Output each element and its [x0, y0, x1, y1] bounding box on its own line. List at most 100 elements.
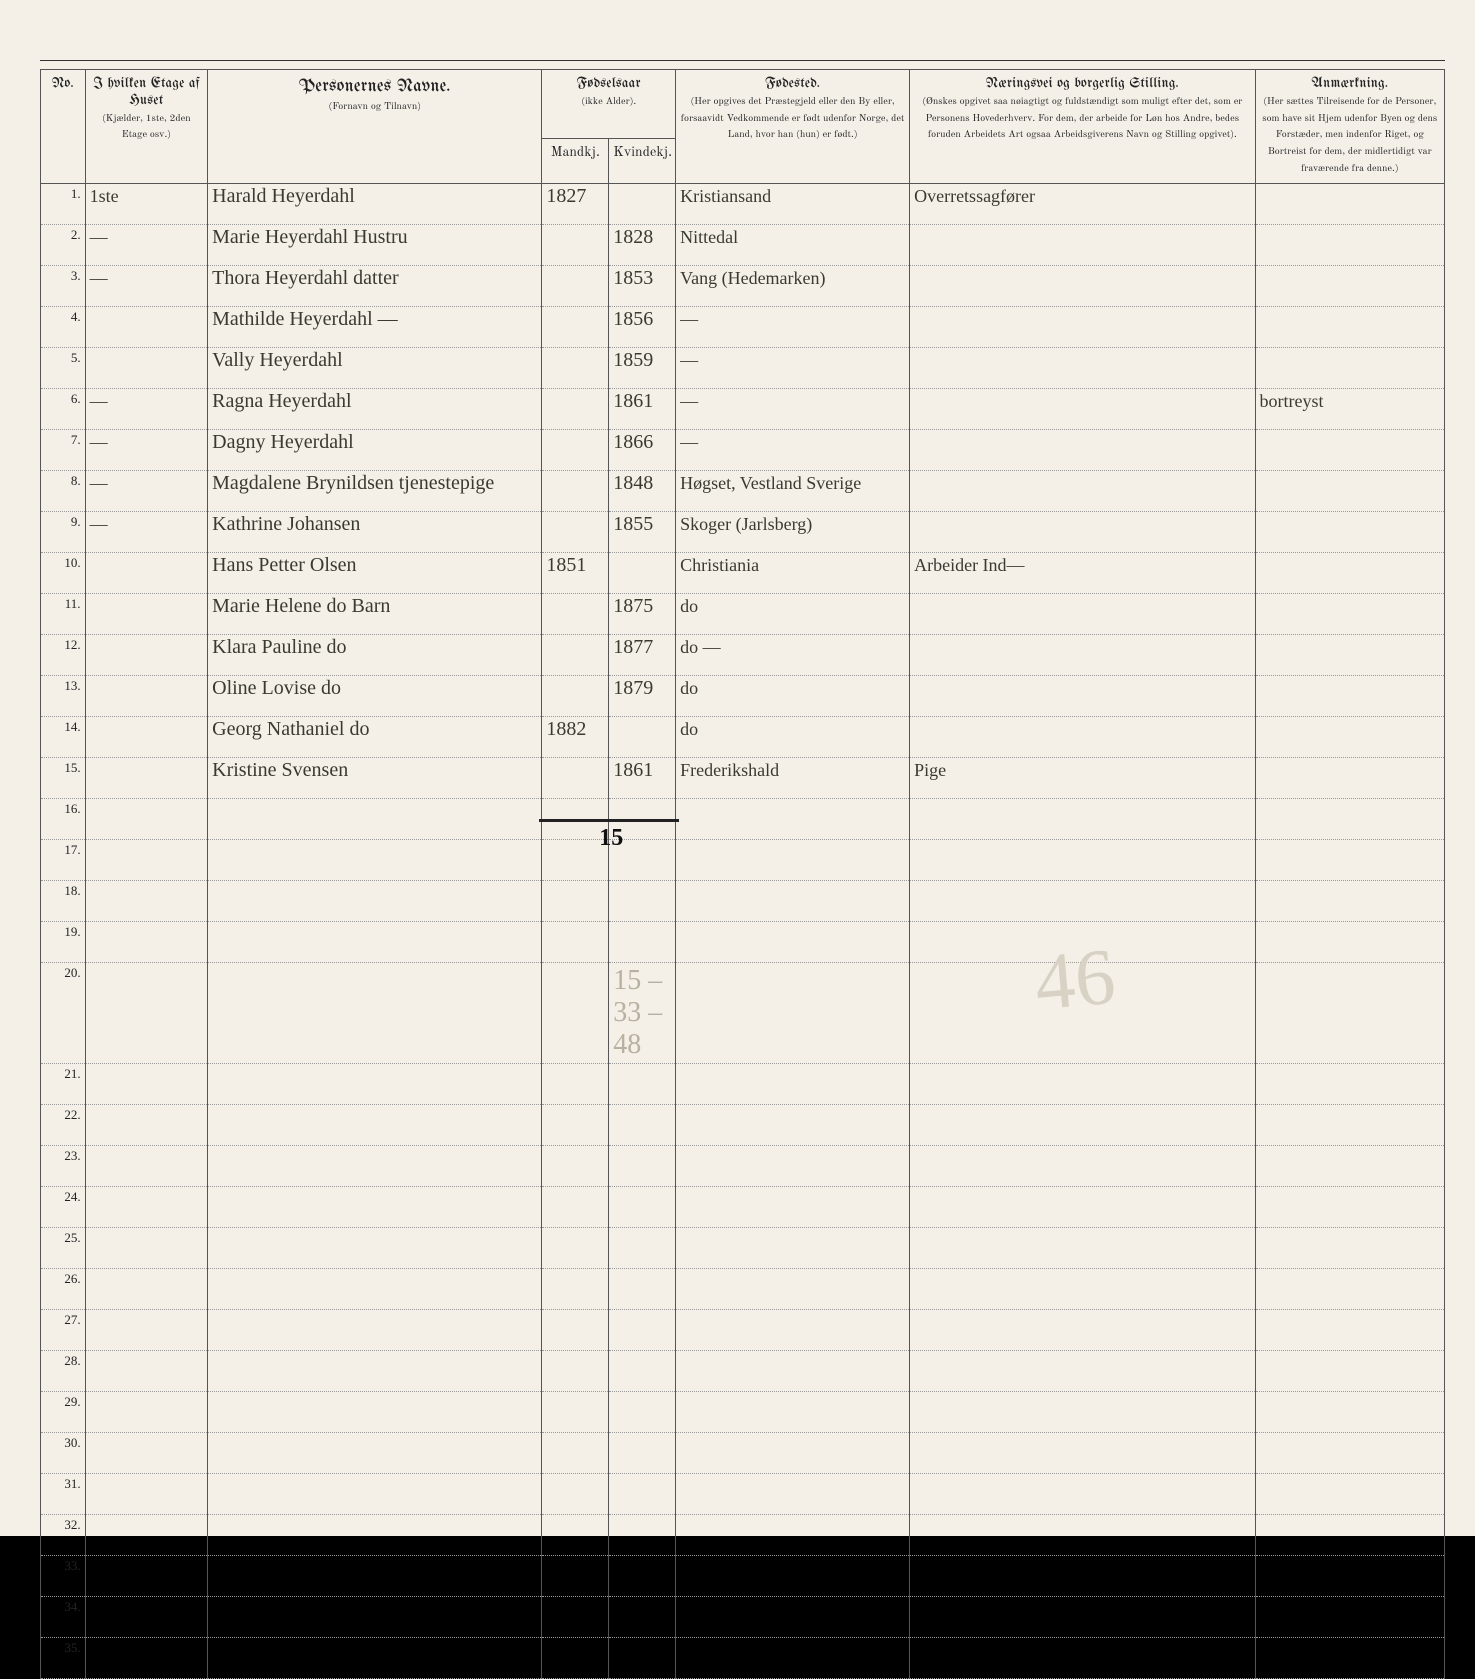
cell-m [542, 1104, 609, 1145]
cell-anm [1255, 470, 1444, 511]
cell-name [208, 1309, 542, 1350]
cell-k [609, 1473, 676, 1514]
table-row: 16.15 [41, 798, 1445, 839]
cell-anm [1255, 183, 1444, 224]
cell-etage [85, 839, 208, 880]
cell-etage [85, 1063, 208, 1104]
table-row: 27. [41, 1309, 1445, 1350]
cell-name: Marie Heyerdahl Hustru [208, 224, 542, 265]
cell-anm [1255, 593, 1444, 634]
header-fodselsaar: Fødselsaar (ikke Alder). [542, 70, 676, 139]
table-row: 24. [41, 1186, 1445, 1227]
cell-m [542, 1309, 609, 1350]
cell-etage: — [85, 470, 208, 511]
cell-stilling [910, 1186, 1255, 1227]
cell-stilling: Arbeider Ind— [910, 552, 1255, 593]
cell-anm [1255, 1391, 1444, 1432]
cell-no: 17. [41, 839, 86, 880]
cell-stilling [910, 1514, 1255, 1555]
cell-stilling [910, 1596, 1255, 1637]
cell-fodested: Kristiansand [676, 183, 910, 224]
cell-no: 32. [41, 1514, 86, 1555]
table-row: 18. [41, 880, 1445, 921]
cell-m [542, 1063, 609, 1104]
table-row: 3.—Thora Heyerdahl datter1853Vang (Hedem… [41, 265, 1445, 306]
cell-anm [1255, 1309, 1444, 1350]
cell-etage: — [85, 511, 208, 552]
cell-k: 1855 [609, 511, 676, 552]
census-table: No. I hvilken Etage af Huset (Kjælder, 1… [40, 69, 1445, 1679]
cell-anm [1255, 716, 1444, 757]
cell-m [542, 1186, 609, 1227]
cell-name [208, 798, 542, 839]
cell-m [542, 1391, 609, 1432]
cell-name: Marie Helene do Barn [208, 593, 542, 634]
cell-name [208, 1350, 542, 1391]
cell-m [542, 1637, 609, 1678]
cell-anm [1255, 1063, 1444, 1104]
cell-m [542, 675, 609, 716]
table-row: 26. [41, 1268, 1445, 1309]
table-row: 30. [41, 1432, 1445, 1473]
cell-anm [1255, 921, 1444, 962]
cell-anm [1255, 675, 1444, 716]
cell-m [542, 470, 609, 511]
cell-no: 29. [41, 1391, 86, 1432]
cell-m [542, 962, 609, 1063]
cell-anm [1255, 1268, 1444, 1309]
cell-fodested: — [676, 429, 910, 470]
cell-stilling [910, 798, 1255, 839]
cell-k: 1861 [609, 388, 676, 429]
table-row: 21. [41, 1063, 1445, 1104]
cell-anm [1255, 798, 1444, 839]
header-mandkj: Mandkj. [542, 139, 609, 183]
cell-etage: 1ste [85, 183, 208, 224]
cell-stilling [910, 1555, 1255, 1596]
cell-no: 15. [41, 757, 86, 798]
cell-k [609, 1432, 676, 1473]
header-no: No. [41, 70, 86, 184]
cell-fodested [676, 839, 910, 880]
cell-stilling [910, 839, 1255, 880]
cell-no: 14. [41, 716, 86, 757]
cell-stilling [910, 224, 1255, 265]
cell-m [542, 388, 609, 429]
cell-no: 25. [41, 1227, 86, 1268]
table-row: 20.15 – 33 – 48 [41, 962, 1445, 1063]
cell-etage [85, 757, 208, 798]
cell-anm [1255, 1473, 1444, 1514]
table-row: 29. [41, 1391, 1445, 1432]
table-row: 23. [41, 1145, 1445, 1186]
cell-etage [85, 1104, 208, 1145]
cell-k [609, 921, 676, 962]
cell-anm [1255, 757, 1444, 798]
cell-k [609, 1555, 676, 1596]
cell-m [542, 306, 609, 347]
cell-k [609, 1514, 676, 1555]
cell-fodested: do [676, 593, 910, 634]
cell-k [609, 552, 676, 593]
cell-no: 31. [41, 1473, 86, 1514]
cell-no: 10. [41, 552, 86, 593]
cell-m [542, 511, 609, 552]
cell-stilling [910, 1309, 1255, 1350]
cell-anm [1255, 1145, 1444, 1186]
cell-k: 1856 [609, 306, 676, 347]
cell-stilling [910, 1268, 1255, 1309]
cell-name: Dagny Heyerdahl [208, 429, 542, 470]
cell-stilling [910, 593, 1255, 634]
table-row: 1.1steHarald Heyerdahl1827KristiansandOv… [41, 183, 1445, 224]
cell-k [609, 1104, 676, 1145]
cell-m [542, 1473, 609, 1514]
cell-no: 35. [41, 1637, 86, 1678]
cell-stilling [910, 1104, 1255, 1145]
cell-no: 24. [41, 1186, 86, 1227]
cell-anm [1255, 634, 1444, 675]
cell-no: 8. [41, 470, 86, 511]
cell-anm [1255, 306, 1444, 347]
cell-k: 1877 [609, 634, 676, 675]
cell-etage [85, 1309, 208, 1350]
cell-fodested [676, 1063, 910, 1104]
cell-anm [1255, 839, 1444, 880]
cell-anm [1255, 429, 1444, 470]
